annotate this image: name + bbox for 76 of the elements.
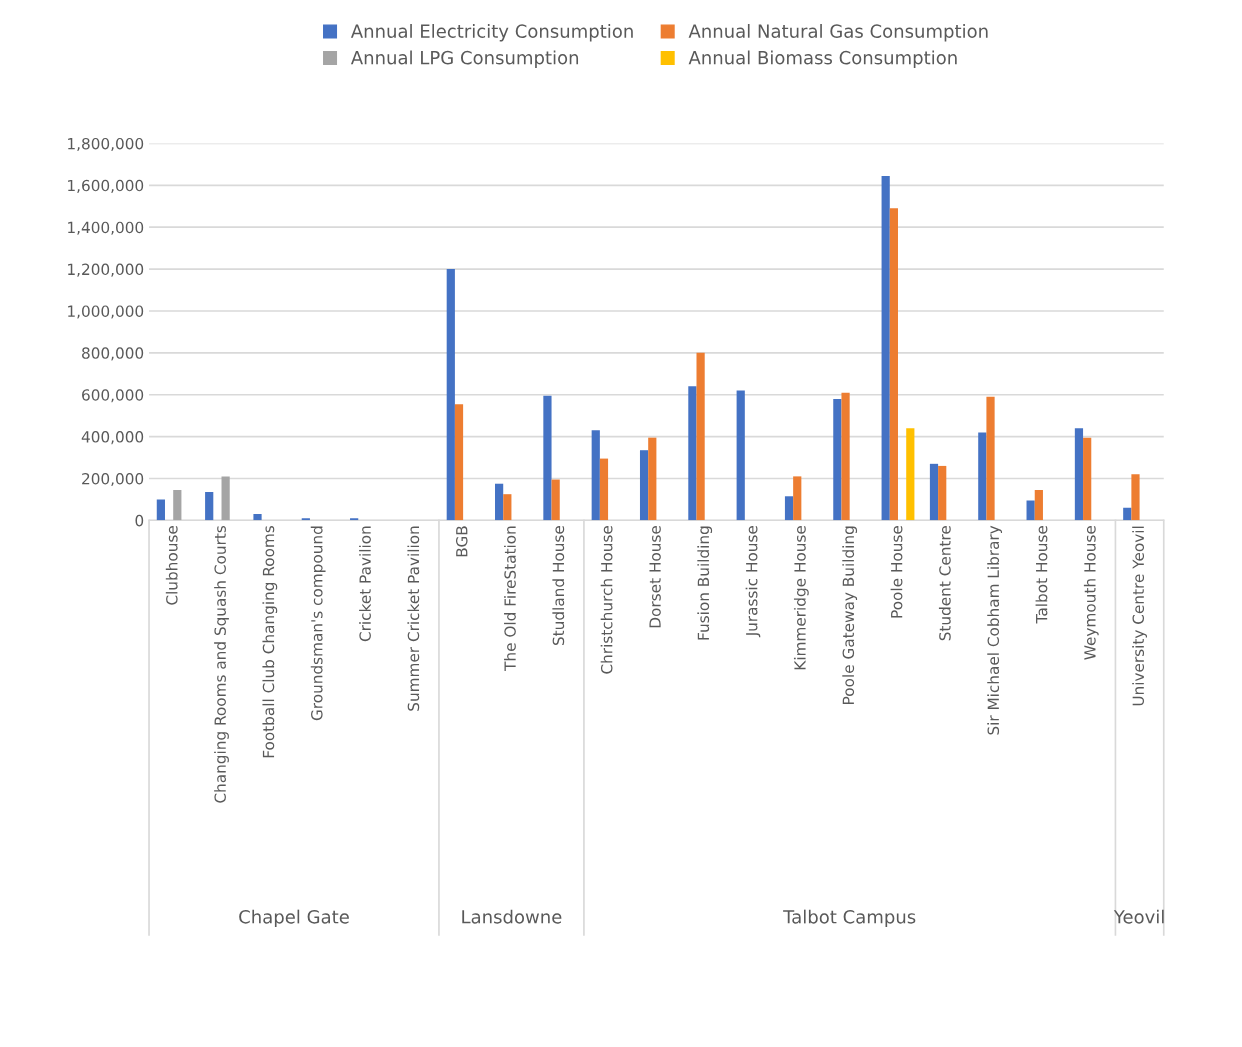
x-tick-label: Poole Gateway Building [842, 526, 858, 704]
x-tick-label: Cricket Pavilion [359, 526, 371, 642]
bar [599, 458, 609, 521]
y-tick-label: 1,600,000 [68, 179, 144, 193]
x-tick-label: Poole House [890, 526, 903, 618]
bar [205, 492, 214, 521]
bar [350, 518, 359, 521]
x-tick-label: Student Centre [938, 526, 951, 641]
bar [696, 352, 705, 521]
bar [929, 463, 939, 521]
bar [156, 499, 165, 521]
bar [793, 476, 802, 521]
y-tick-label: 400,000 [81, 431, 144, 445]
bar [833, 398, 842, 521]
x-tick-label: Clubhouse [165, 526, 178, 605]
bar [688, 386, 697, 521]
bar [1034, 490, 1043, 521]
bar [639, 450, 649, 521]
legend-label: Annual LPG Consumption [350, 50, 579, 68]
y-tick-label: 1,000,000 [68, 305, 144, 319]
bar [301, 518, 310, 521]
y-tick-label: 800,000 [82, 347, 144, 361]
x-tick-label: Christchurch House [600, 526, 613, 674]
x-tick-label: Talbot House [1035, 526, 1048, 624]
bar [446, 269, 455, 521]
text: Talbot Campus [783, 909, 916, 928]
x-tick-label: Fusion Building [697, 526, 713, 640]
bar [938, 465, 947, 521]
y-tick-label: 1,800,000 [68, 137, 144, 152]
x-tick-label: University Centre Yeovil [1132, 526, 1147, 706]
bar [221, 476, 230, 521]
bar [978, 432, 987, 521]
legend-label: Annual Natural Gas Consumption [688, 24, 988, 42]
bar [503, 494, 512, 521]
bar [1123, 507, 1132, 521]
bar [591, 430, 600, 521]
x-tick-label: Jurassic House [745, 526, 761, 638]
bar [253, 514, 262, 521]
x-tick-label: The Old FireStation [504, 526, 516, 671]
x-tick-label: Groundsman's compound [310, 526, 326, 721]
x-tick-label: Studland House [552, 526, 565, 646]
bar [784, 496, 794, 521]
bar [1131, 474, 1140, 521]
bar [495, 483, 504, 521]
x-tick-label: Changing Rooms and Squash Courts [214, 525, 229, 803]
bar [551, 479, 560, 521]
legend-label: Annual Electricity Consumption [350, 24, 633, 42]
text: Yeovil [1113, 909, 1164, 924]
bar [543, 395, 552, 521]
bar [986, 396, 995, 521]
bar [736, 390, 745, 521]
x-tick-label: Football Club Changing Rooms [262, 525, 278, 758]
bar [1083, 437, 1092, 521]
bar [841, 392, 850, 521]
bar [173, 490, 182, 521]
bar [906, 428, 915, 521]
x-tick-label: Weymouth House [1083, 526, 1099, 660]
x-tick-label: Dorset House [649, 526, 661, 628]
text: Lansdowne [462, 909, 562, 924]
y-tick-label: 600,000 [82, 389, 144, 403]
x-tick-label: Sir Michael Cobham Library [987, 525, 1003, 735]
bar [889, 208, 898, 521]
bar [881, 175, 890, 521]
text: Chapel Gate [239, 909, 349, 928]
y-tick-label: 200,000 [82, 472, 144, 487]
bar [454, 404, 464, 521]
legend-label: Annual Biomass Consumption [688, 50, 957, 68]
bar [1074, 428, 1084, 521]
bar [1026, 500, 1035, 521]
x-tick-label: Kimmeridge House [793, 526, 809, 670]
y-tick-label: 0 [135, 514, 144, 527]
x-tick-label: Summer Cricket Pavilion [407, 526, 420, 711]
bar [648, 437, 657, 521]
x-tick-label: BGB [455, 526, 468, 557]
y-tick-label: 1,200,000 [68, 263, 144, 277]
y-tick-label: 1,400,000 [68, 221, 144, 235]
